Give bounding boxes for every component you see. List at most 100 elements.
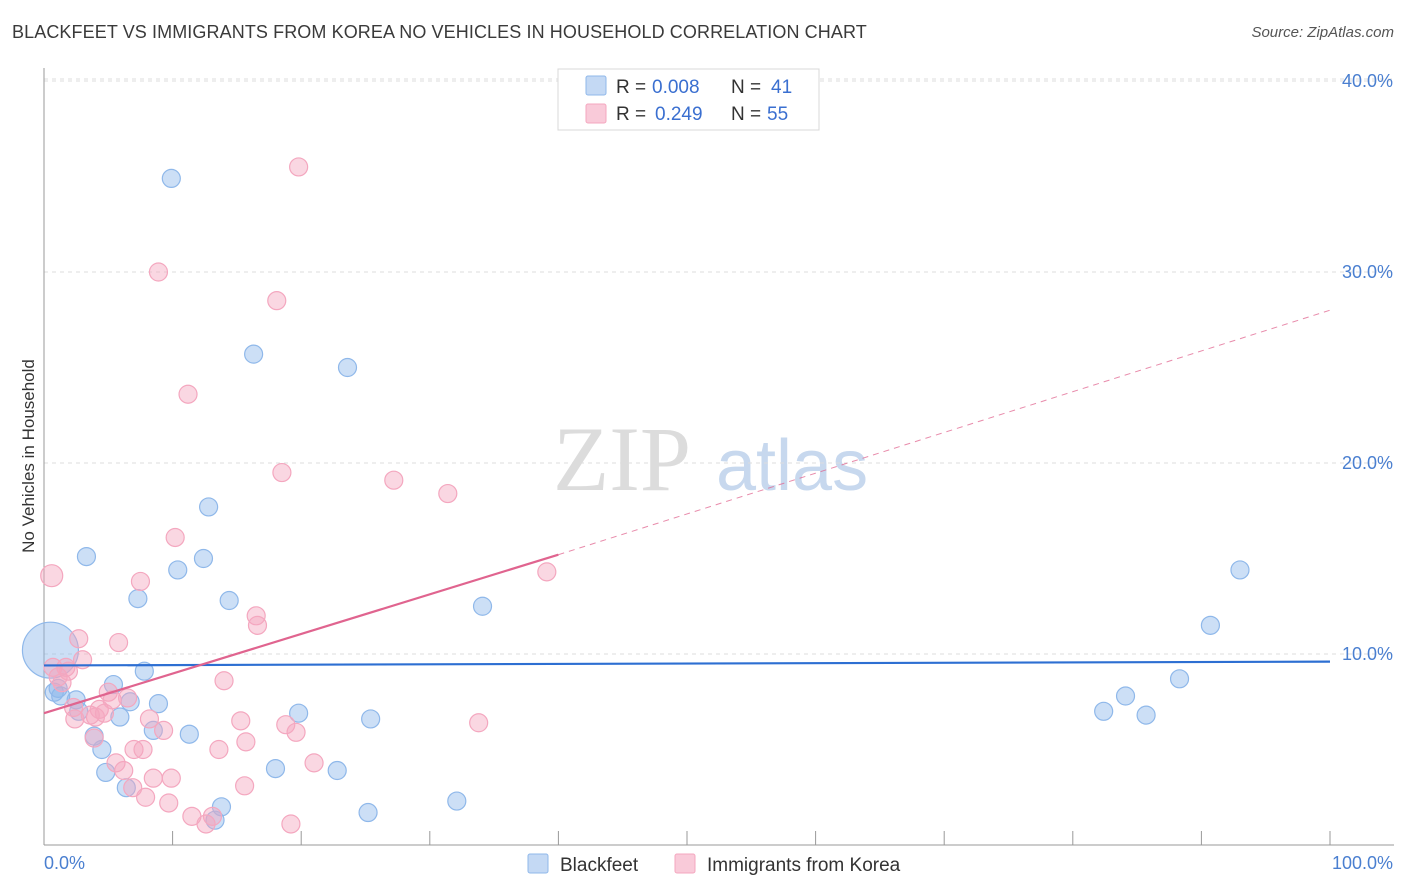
legend-n-label-1: N = (731, 104, 761, 125)
legend-n-value-0: 41 (771, 77, 792, 98)
korea-point-31 (178, 384, 198, 404)
watermark: ZIP atlas (553, 408, 868, 510)
korea-point-54 (85, 707, 106, 727)
chart-title: BLACKFEET VS IMMIGRANTS FROM KOREA NO VE… (12, 22, 867, 42)
gridlines (44, 78, 1394, 655)
blackfeet-point-0 (21, 621, 80, 679)
korea-point-8 (72, 650, 93, 670)
korea-point-36 (214, 671, 234, 691)
korea-point-34 (202, 806, 223, 826)
korea-point-23 (135, 787, 156, 807)
watermark-atlas: atlas (716, 426, 868, 506)
blackfeet-point-14 (128, 589, 148, 609)
trend-line-blackfeet (43, 660, 1331, 667)
korea-point-37 (231, 711, 251, 731)
blackfeet-point-18 (161, 168, 181, 189)
korea-point-5 (58, 661, 79, 681)
legend-r-label-0: R = (616, 77, 646, 98)
korea-point-10 (84, 728, 104, 748)
y-axis-tick-labels: 10.0% 20.0% 30.0% 40.0% (1342, 71, 1393, 664)
blackfeet-point-39 (1200, 615, 1221, 635)
blackfeet-point-38 (1169, 669, 1190, 689)
watermark-zip: ZIP (553, 408, 691, 510)
korea-point-30 (165, 527, 185, 548)
blackfeet-point-29 (327, 760, 347, 781)
korea-point-49 (384, 470, 404, 490)
blackfeet-point-15 (134, 661, 154, 681)
korea-point-27 (153, 720, 174, 741)
blackfeet-point-32 (361, 709, 381, 729)
y-axis-label: No Vehicles in Household (19, 359, 38, 553)
bottom-legend-swatch-korea (674, 853, 696, 874)
blackfeet-point-17 (148, 694, 169, 714)
legend-r-value-1: 0.249 (655, 104, 703, 125)
blackfeet-point-40 (1230, 560, 1250, 580)
y-tick-label-1: 20.0% (1342, 453, 1393, 473)
blackfeet-point-20 (179, 724, 199, 744)
korea-point-16 (108, 632, 129, 653)
x-axis-ticks (43, 831, 1331, 845)
blackfeet-point-26 (244, 344, 264, 364)
series-legend: Blackfeet Immigrants from Korea (527, 853, 901, 876)
blackfeet-point-19 (168, 560, 188, 580)
korea-point-29 (161, 768, 181, 788)
blackfeet-point-31 (358, 802, 378, 823)
trend-line-korea-extrapolated (558, 309, 1331, 556)
korea-point-47 (289, 157, 309, 177)
korea-point-0 (40, 564, 64, 588)
korea-point-43 (272, 462, 292, 483)
y-tick-label-3: 40.0% (1342, 71, 1393, 91)
blackfeet-point-16 (143, 720, 163, 741)
blackfeet-point-6 (76, 546, 97, 567)
korea-point-50 (438, 483, 458, 504)
blackfeet-point-27 (265, 758, 286, 779)
korea-point-41 (247, 615, 268, 635)
trend-line-korea (43, 553, 559, 715)
korea-point-3 (52, 673, 72, 693)
korea-point-42 (267, 291, 287, 311)
y-tick-label-2: 30.0% (1342, 262, 1393, 282)
korea-point-26 (148, 262, 169, 282)
korea-point-46 (286, 722, 306, 742)
blackfeet-point-30 (337, 357, 358, 378)
korea-point-7 (69, 629, 89, 649)
x-tick-label-min: 0.0% (44, 853, 85, 873)
korea-point-22 (133, 739, 153, 760)
blackfeet-point-28 (289, 703, 309, 723)
korea-point-38 (235, 776, 255, 796)
korea-point-45 (281, 814, 301, 834)
chart-source: Source: ZipAtlas.com (1251, 24, 1394, 41)
correlation-legend: R = 0.008 N = 41 R = 0.249 N = 55 (557, 68, 820, 131)
korea-point-28 (159, 793, 179, 813)
korea-point-40 (246, 606, 266, 626)
blackfeet-point-34 (472, 596, 493, 616)
korea-point-52 (537, 562, 557, 582)
legend-swatch-blackfeet (585, 75, 607, 96)
korea-point-39 (236, 732, 256, 752)
blackfeet-point-22 (199, 497, 219, 517)
series-blackfeet (21, 168, 1250, 830)
korea-point-25 (143, 768, 163, 788)
y-tick-label-0: 10.0% (1342, 644, 1393, 664)
blackfeet-point-36 (1115, 686, 1136, 706)
korea-point-33 (196, 814, 216, 834)
bottom-legend-korea: Immigrants from Korea (707, 855, 901, 876)
bottom-legend-blackfeet: Blackfeet (560, 855, 639, 876)
blackfeet-point-33 (447, 791, 467, 811)
korea-point-44 (276, 715, 296, 735)
trend-lines (43, 309, 1331, 715)
blackfeet-point-35 (1094, 701, 1114, 721)
legend-r-label-1: R = (616, 104, 646, 125)
korea-point-48 (304, 753, 324, 773)
legend-n-value-1: 55 (767, 104, 788, 125)
korea-point-17 (114, 760, 134, 781)
korea-point-14 (102, 690, 122, 710)
korea-point-18 (117, 688, 138, 708)
blackfeet-point-37 (1136, 705, 1156, 725)
blackfeet-point-21 (193, 548, 214, 569)
legend-r-value-0: 0.008 (652, 77, 700, 98)
korea-point-51 (469, 713, 489, 733)
korea-point-15 (106, 753, 126, 773)
series-immigrants-from-korea (40, 157, 557, 834)
